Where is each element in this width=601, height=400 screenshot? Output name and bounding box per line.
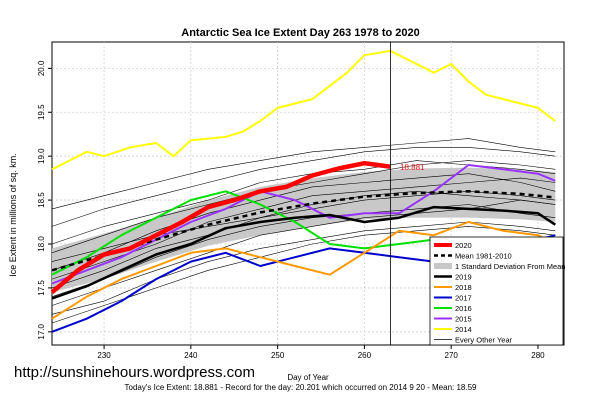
series-line-2014 [51, 49, 556, 171]
y-tick-label: 17.5 [37, 280, 46, 296]
other-year-line [51, 190, 556, 289]
y-tick-label: 17.0 [37, 323, 46, 339]
legend-label: 2014 [455, 325, 472, 334]
legend-label: 2016 [455, 304, 472, 313]
std-dev-band [52, 167, 556, 293]
legend-label: 2018 [455, 283, 472, 292]
legend-label: 2017 [455, 294, 472, 303]
x-tick-label: 240 [184, 351, 198, 360]
legend-label: Every Other Year [455, 336, 513, 345]
series-line-2018 [51, 221, 556, 320]
other-year-line [51, 177, 556, 280]
series-line-2015 [51, 164, 556, 285]
y-tick-label: 19.0 [37, 148, 46, 164]
x-tick-label: 250 [271, 351, 285, 360]
other-year-line [51, 147, 556, 227]
x-axis-label: Day of Year [287, 373, 329, 382]
x-tick-label: 230 [97, 351, 111, 360]
watermark-url: http://sunshinehours.wordpress.com [14, 364, 255, 381]
legend-label: 2019 [455, 273, 472, 282]
other-year-line [51, 204, 556, 297]
legend-label: 2020 [455, 241, 472, 250]
legend-label: 2015 [455, 315, 472, 324]
legend-label: 1 Standard Deviation From Mean [455, 262, 565, 271]
other-year-line [51, 160, 556, 254]
y-tick-label: 18.0 [37, 236, 46, 252]
y-axis-label: Ice Extent in millions of sq. km. [8, 153, 18, 277]
other-year-line [51, 221, 556, 315]
x-tick-label: 260 [358, 351, 372, 360]
footer-note: Today's Ice Extent: 18.881 - Record for … [124, 383, 477, 392]
legend-box [429, 236, 564, 346]
other-year-line [51, 199, 556, 306]
y-tick-label: 20.0 [37, 60, 46, 76]
y-tick-label: 19.5 [37, 104, 46, 120]
x-tick-label: 280 [531, 351, 545, 360]
y-tick-label: 18.5 [37, 192, 46, 208]
series-line-2020 [50, 160, 391, 295]
x-tick-label: 270 [445, 351, 459, 360]
legend-label: Mean 1981-2010 [455, 252, 512, 261]
other-year-line [51, 173, 556, 271]
chart-title: Antarctic Sea Ice Extent Day 263 1978 to… [181, 27, 420, 39]
other-year-line [51, 226, 556, 324]
last-value-label: 18.881 [400, 163, 425, 172]
series-line-2019 [51, 205, 556, 300]
other-year-line [51, 138, 556, 210]
